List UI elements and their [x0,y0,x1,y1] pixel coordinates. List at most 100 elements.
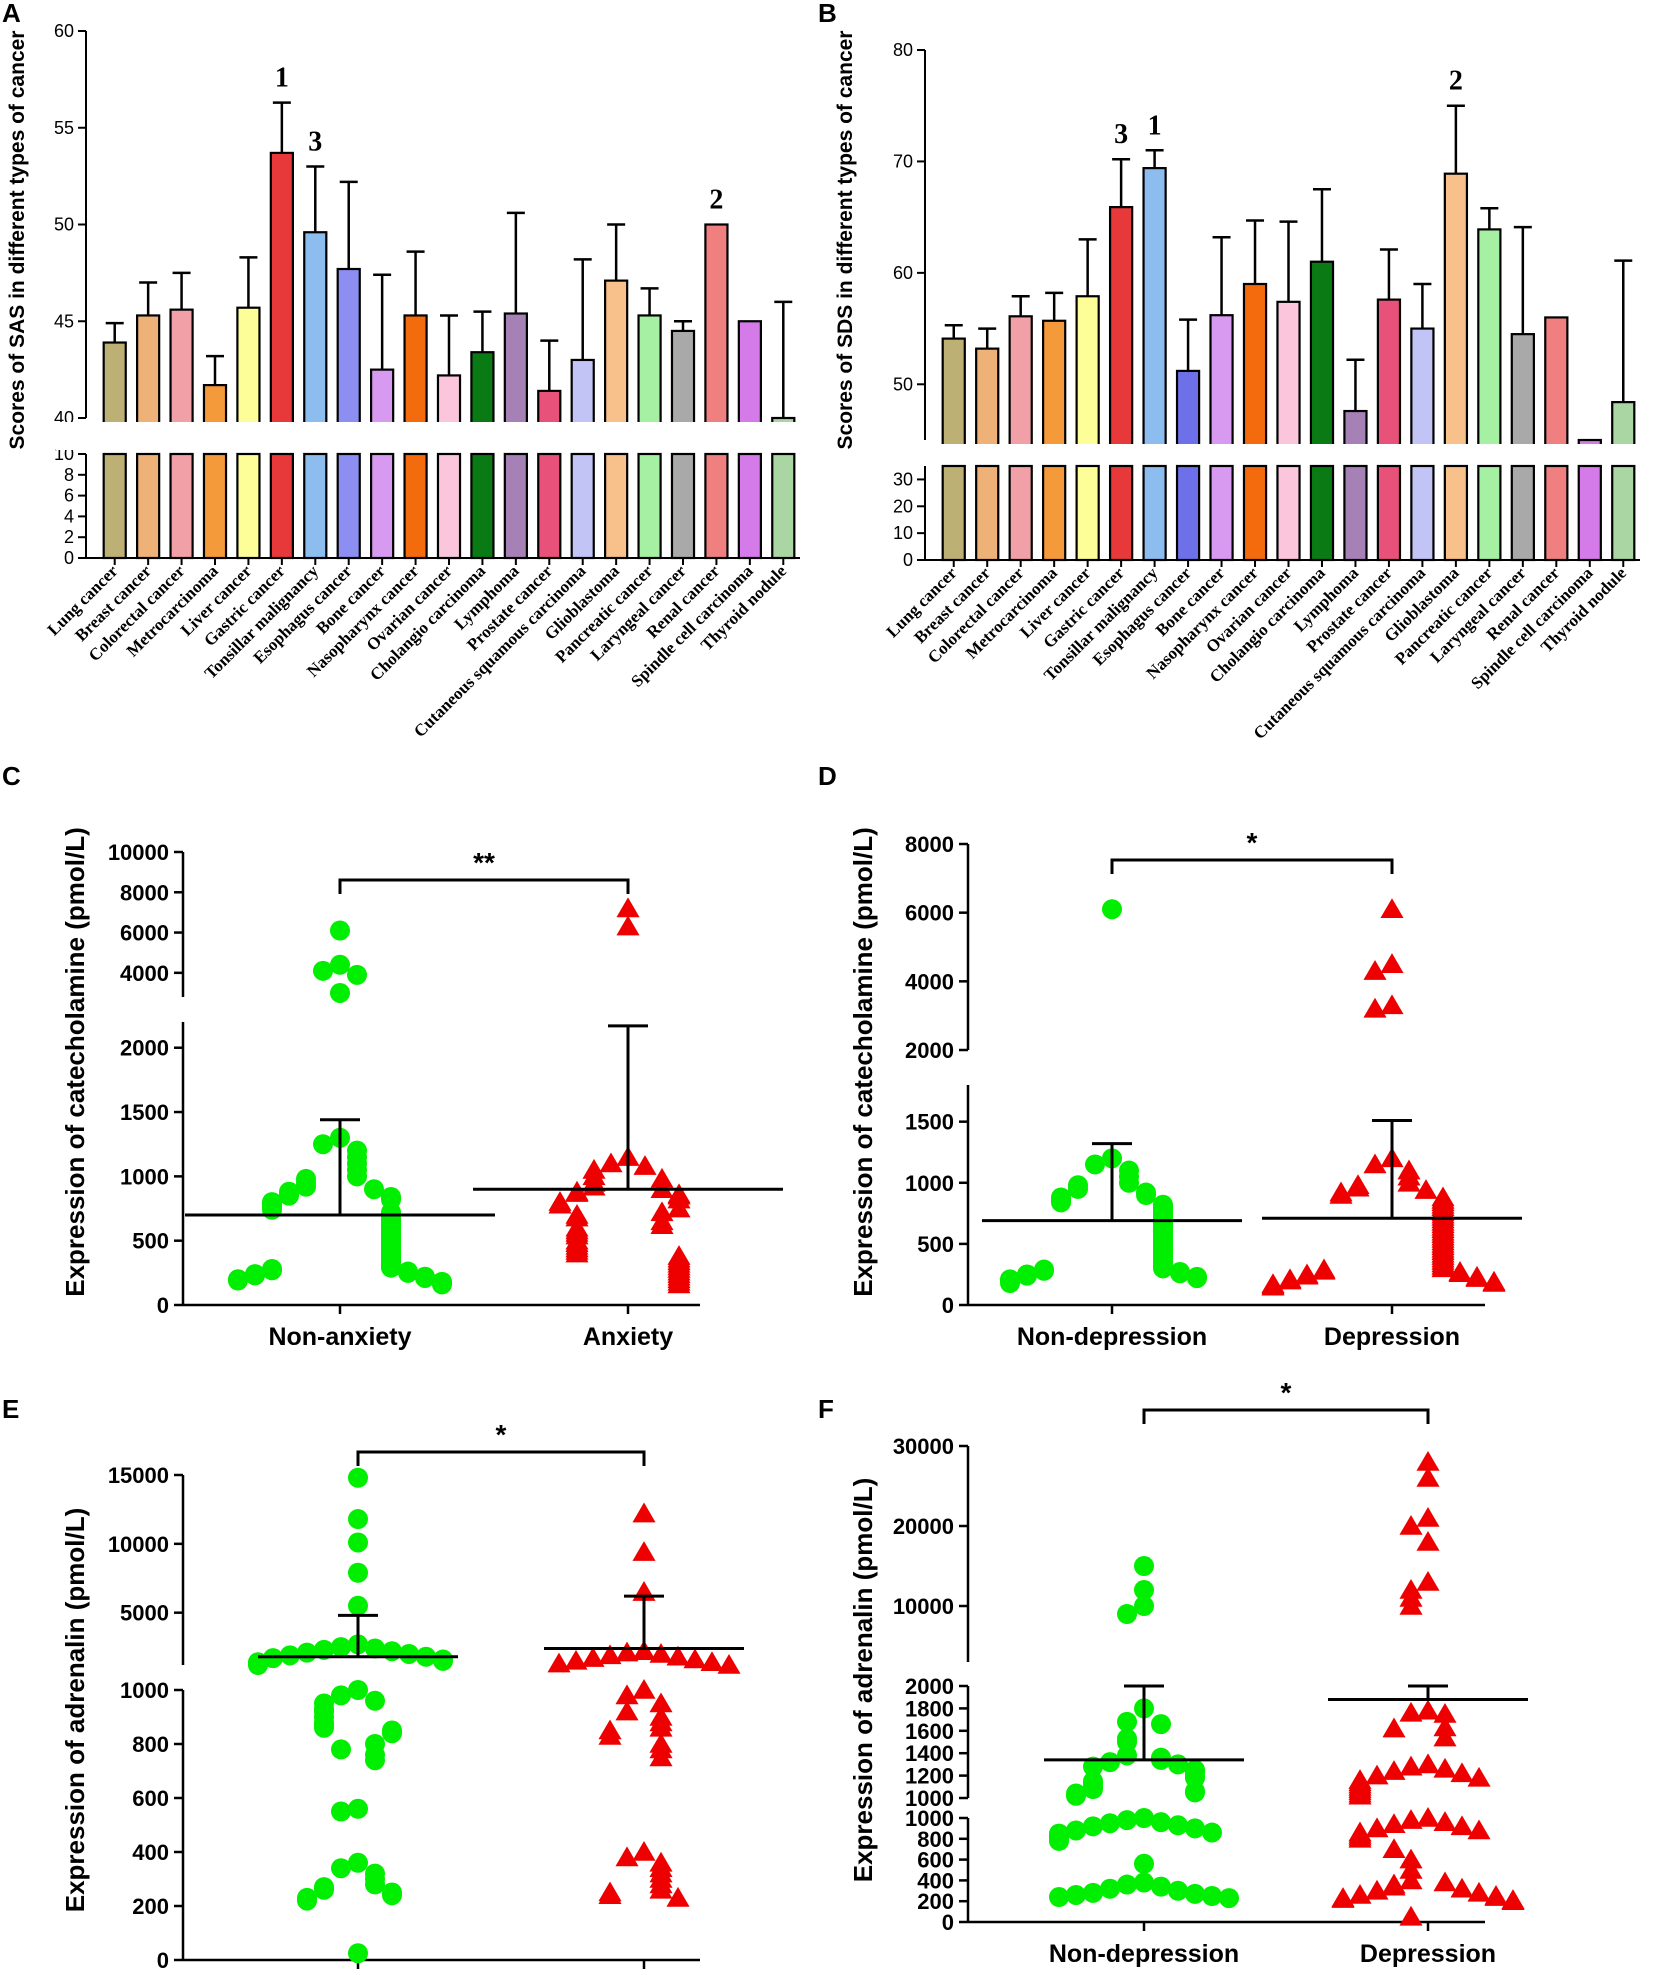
panel-c-catecholamine-anxiety-scatter: C Expression of catecholamine (pmol/L) 0… [2,761,783,1351]
bar-upper-segment [1443,172,1469,456]
y-tick-label: 8000 [905,832,954,857]
data-point-triangle [1295,1264,1319,1285]
panel-d-catecholamine-depression-scatter: D Expression of catecholamine (pmol/L) 0… [818,761,1522,1351]
bar-lower-segment [1309,464,1335,562]
data-point-triangle [1416,1531,1440,1551]
data-point-triangle [1467,1819,1491,1840]
data-point-triangle [633,1155,657,1175]
data-point-circle [1134,1853,1154,1874]
data-point-triangle [1363,1153,1387,1174]
data-point-circle [1085,1154,1105,1175]
bar-upper-segment [336,267,361,434]
data-point-triangle [565,1182,589,1202]
bar-upper-segment [1242,282,1268,456]
y-tick-label: 1800 [905,1696,954,1721]
y-tick-label: 1000 [120,1164,169,1189]
data-point-circle [1051,1192,1071,1213]
data-point-circle [331,1685,351,1706]
y-tick-label: 60 [893,263,913,283]
rank-label: 2 [1449,66,1463,97]
significance-bracket [338,878,630,894]
y-tick-label: 0 [157,1948,169,1973]
y-tick-label: 50 [54,215,74,235]
y-tick-label: 800 [917,1827,954,1852]
bar-lower-segment [1510,464,1535,562]
data-point-triangle [1433,1703,1457,1723]
y-tick-label: 0 [903,550,913,570]
data-point-triangle [615,1641,639,1662]
data-point-circle [1049,1830,1069,1851]
data-point-triangle [1399,1595,1423,1615]
data-point-triangle [1433,1871,1457,1892]
data-point-triangle [1433,1811,1457,1831]
bar-lower-segment [737,452,762,560]
data-point-circle [331,1801,351,1822]
bar-lower-segment [1209,464,1234,562]
data-point-triangle [598,1724,622,1745]
data-point-triangle [1382,1838,1406,1858]
data-point-circle [314,1879,334,1900]
data-point-triangle [547,1652,571,1673]
y-tick-label: 10000 [108,1532,169,1557]
data-point-circle [1083,1756,1103,1777]
data-point-circle [1066,1785,1086,1806]
bar-upper-segment [1108,206,1134,456]
data-point-triangle [1416,1507,1440,1527]
bar-lower-segment [403,452,428,560]
y-tick-label: 1000 [905,1786,954,1811]
data-point-circle [1151,1876,1171,1897]
y-tick-label: 8000 [120,880,169,905]
data-point-circle [1117,1745,1137,1766]
y-tick-label: 600 [132,1786,169,1811]
significance-label: ** [473,847,495,878]
data-point-circle [248,1655,268,1675]
data-point-triangle [1380,898,1404,919]
data-point-circle [313,960,333,981]
data-point-triangle [1399,1869,1423,1890]
data-point-triangle [1465,1267,1489,1287]
group-label: Anxiety [583,1323,673,1351]
panel-letter-c: C [2,761,21,791]
data-point-circle [348,1943,368,1964]
data-point-circle [331,1637,351,1658]
data-point-triangle [1382,1875,1406,1896]
data-point-triangle [564,1649,588,1670]
data-point-circle [1134,1580,1154,1600]
panel-letter-f: F [818,1394,834,1424]
bar-upper-segment [737,320,762,434]
bar-upper-segment [1410,327,1435,456]
data-point-circle [1170,1263,1190,1284]
panel-b-y-axis-label: Scores of SDS in different types of canc… [834,31,857,450]
data-point-triangle [1348,1883,1372,1904]
data-point-triangle [1382,1760,1406,1780]
panel-f-adrenalin-depression-scatter: F Expression of adrenalin (pmol/L) 02004… [818,1377,1528,1968]
y-tick-label: 0 [942,1293,954,1318]
y-tick-label: 30000 [893,1434,954,1459]
data-point-circle [297,1890,317,1911]
data-point-circle [297,1642,317,1663]
bar-lower-segment [537,452,562,560]
data-point-circle [365,1690,385,1711]
data-point-triangle [565,1206,589,1227]
data-point-triangle [1433,1726,1457,1747]
y-tick-label: 400 [917,1868,954,1893]
data-point-triangle [598,1884,622,1904]
y-tick-label: 80 [893,40,913,60]
data-point-triangle [1399,1809,1423,1829]
data-point-triangle [1448,1262,1472,1283]
data-point-circle [262,1199,282,1220]
rank-label: 2 [709,185,723,216]
y-tick-label: 10000 [108,840,169,865]
bar-lower-segment [1577,464,1602,562]
data-point-triangle [1416,1699,1440,1720]
data-point-triangle [1399,1859,1423,1879]
data-point-triangle [632,1640,656,1661]
bar-upper-segment [102,341,127,434]
data-point-circle [1017,1265,1037,1286]
data-point-circle [1151,1812,1171,1833]
data-point-circle [1068,1178,1088,1199]
data-point-circle [331,1739,351,1760]
data-point-triangle [1484,1886,1508,1906]
data-point-circle [1168,1754,1188,1775]
